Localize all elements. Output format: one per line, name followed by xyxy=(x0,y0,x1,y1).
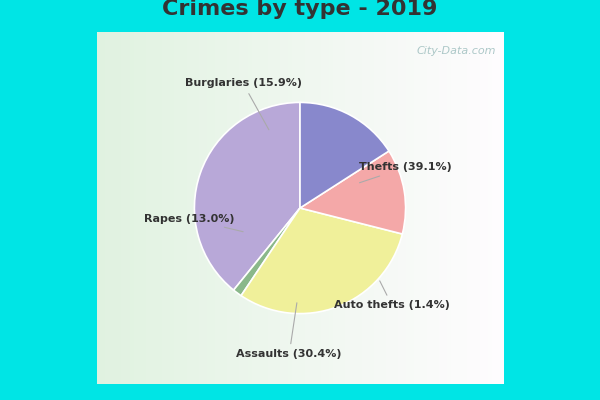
Text: Rapes (13.0%): Rapes (13.0%) xyxy=(144,214,243,232)
Wedge shape xyxy=(233,208,300,296)
Text: Burglaries (15.9%): Burglaries (15.9%) xyxy=(185,78,302,130)
Wedge shape xyxy=(241,208,403,314)
Text: Assaults (30.4%): Assaults (30.4%) xyxy=(236,303,342,359)
Wedge shape xyxy=(300,151,406,234)
Text: Thefts (39.1%): Thefts (39.1%) xyxy=(359,162,452,183)
Text: Auto thefts (1.4%): Auto thefts (1.4%) xyxy=(334,281,450,310)
Wedge shape xyxy=(194,102,300,290)
Title: Crimes by type - 2019: Crimes by type - 2019 xyxy=(163,0,437,19)
Wedge shape xyxy=(300,102,389,208)
Text: City-Data.com: City-Data.com xyxy=(417,46,496,56)
